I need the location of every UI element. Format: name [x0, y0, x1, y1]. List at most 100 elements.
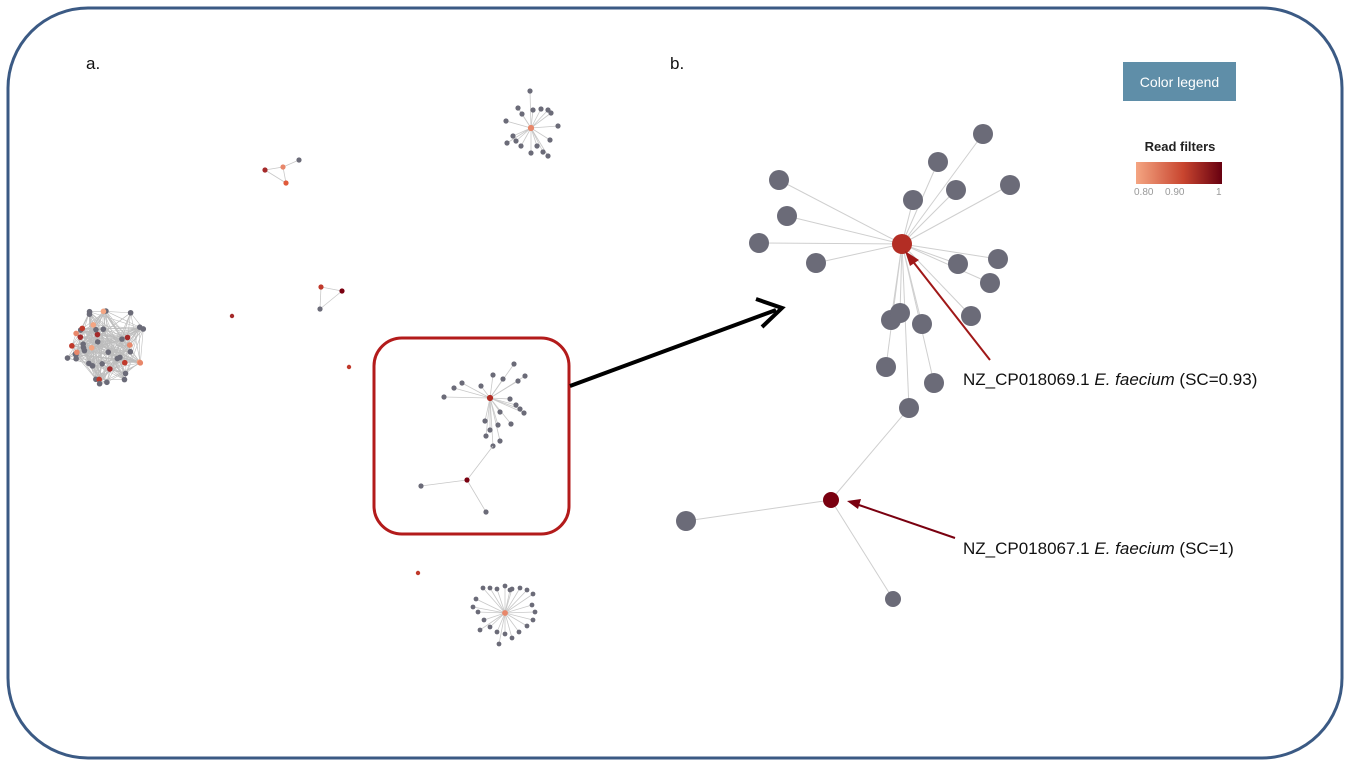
- network-edge: [99, 312, 131, 384]
- network-node: [511, 361, 517, 367]
- network-edge: [504, 612, 534, 621]
- network-edge: [82, 328, 104, 330]
- network-edge: [901, 184, 1011, 245]
- network-edge: [103, 311, 128, 338]
- network-node: [73, 330, 79, 337]
- network-edge: [82, 328, 98, 343]
- network-node: [105, 349, 112, 355]
- network-edge: [830, 499, 894, 600]
- network-edge: [483, 612, 506, 621]
- network-node: [513, 402, 519, 408]
- network-edge: [119, 357, 125, 380]
- network-edge: [98, 351, 131, 380]
- annotation-arrow-2: [855, 503, 956, 539]
- network-node: [459, 380, 465, 386]
- legend-tick-0-90: 0.90: [1165, 187, 1185, 198]
- network-edge: [496, 588, 506, 614]
- network-edge: [489, 374, 494, 399]
- network-edge: [504, 589, 511, 614]
- network-node: [513, 138, 519, 144]
- network-node: [497, 409, 503, 415]
- network-edge: [504, 612, 513, 639]
- network-edge: [504, 593, 534, 614]
- network-edge: [67, 357, 89, 364]
- network-node: [522, 373, 528, 379]
- color-legend-button[interactable]: Color legend: [1123, 62, 1236, 101]
- network-node: [494, 586, 500, 592]
- network-edge: [320, 286, 343, 292]
- network-node: [912, 314, 932, 334]
- network-node: [478, 383, 484, 389]
- network-node: [515, 378, 521, 384]
- network-node: [928, 152, 948, 172]
- network-edge: [76, 351, 110, 370]
- network-node: [517, 585, 523, 591]
- network-node: [127, 309, 134, 316]
- network-edge: [89, 313, 131, 352]
- network-node: [495, 422, 501, 428]
- network-edge: [420, 479, 468, 487]
- network-node: [107, 366, 113, 372]
- network-node: [538, 106, 544, 112]
- network-node: [555, 123, 561, 129]
- network-edge: [506, 127, 532, 144]
- network-edge: [466, 445, 494, 481]
- network-node: [79, 325, 86, 332]
- network-edge: [786, 215, 903, 245]
- network-edge: [105, 310, 128, 338]
- network-node: [676, 511, 696, 531]
- network-node: [122, 370, 129, 377]
- network-node: [119, 336, 125, 342]
- network-node: [769, 170, 789, 190]
- network-edge: [264, 166, 284, 171]
- annotation-score-1: (SC=0.93): [1179, 370, 1258, 389]
- panel-label-a: a.: [86, 54, 101, 73]
- network-edge: [901, 189, 957, 245]
- network-edge: [140, 328, 144, 363]
- legend-tick-0-80: 0.80: [1134, 187, 1154, 198]
- network-node: [487, 585, 493, 591]
- network-edge: [504, 612, 528, 627]
- network-node: [480, 585, 486, 591]
- network-edge: [443, 396, 491, 399]
- network-edge: [489, 397, 511, 400]
- network-node: [948, 254, 968, 274]
- network-node: [89, 363, 96, 369]
- network-node: [121, 376, 128, 383]
- network-edge: [530, 127, 538, 147]
- network-edge: [89, 314, 93, 348]
- annotation-species-2: E. faecium: [1094, 539, 1175, 558]
- zoom-arrow: [569, 297, 786, 388]
- network-node: [496, 641, 502, 647]
- network-edge: [91, 347, 103, 364]
- network-edge: [453, 387, 491, 399]
- network-node: [121, 359, 128, 366]
- annotation-arrow-1: [910, 258, 991, 361]
- network-edge: [901, 243, 991, 284]
- network-node: [475, 609, 481, 615]
- network-node: [100, 326, 107, 332]
- network-edge: [901, 243, 935, 384]
- network-edge: [489, 587, 506, 614]
- network-edge: [475, 598, 506, 614]
- network-edge: [815, 243, 903, 264]
- panel-label-b: b.: [670, 54, 685, 73]
- network-edge: [319, 290, 343, 310]
- network-edge: [109, 362, 141, 370]
- network-node: [507, 587, 513, 593]
- network-node: [127, 348, 134, 355]
- network-edge: [105, 310, 144, 330]
- network-edge: [461, 382, 491, 399]
- network-edge: [530, 127, 551, 141]
- network-edge: [530, 125, 559, 129]
- network-edge: [103, 328, 141, 364]
- network-edge: [504, 612, 520, 633]
- network-node: [980, 273, 1000, 293]
- network-edge: [75, 311, 90, 355]
- annotation-species-1: E. faecium: [1094, 370, 1175, 389]
- network-node: [481, 617, 487, 623]
- network-node: [490, 372, 496, 378]
- network-node: [487, 624, 493, 630]
- network-node: [530, 591, 536, 597]
- network-node: [470, 604, 476, 610]
